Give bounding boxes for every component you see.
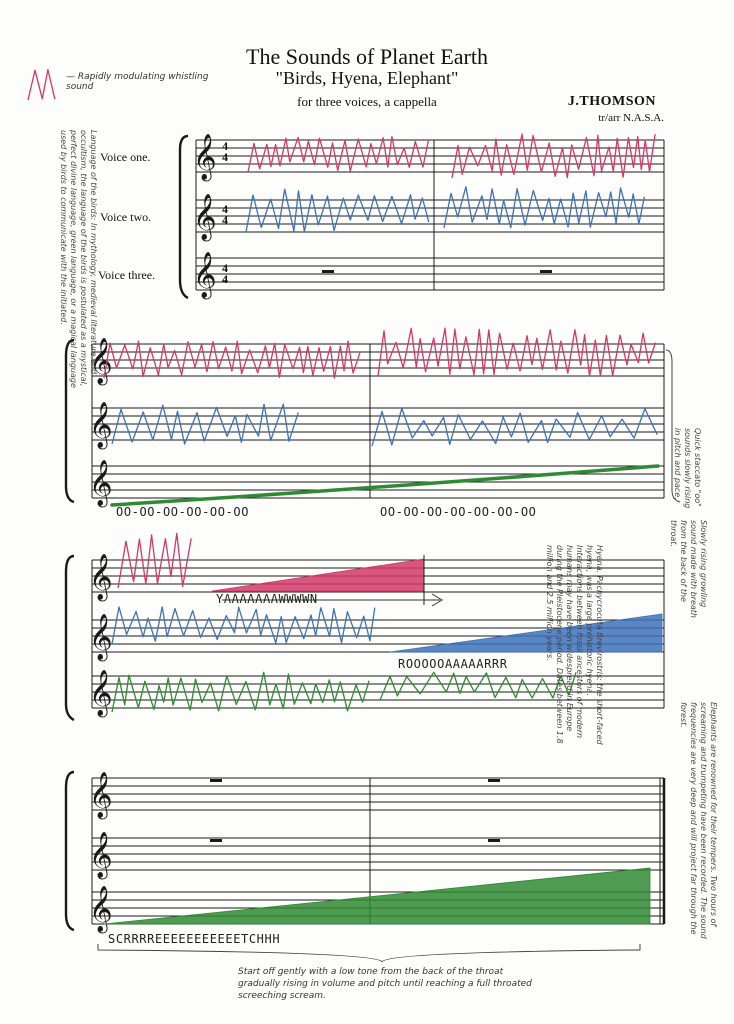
legend-note: — Rapidly modulating whistling sound [66, 72, 209, 92]
system2-voice-two-call-b [371, 407, 658, 447]
system3-voice-one-whistle [117, 532, 192, 589]
system3-voice-one-staff-treble-clef: 𝄞 [89, 554, 113, 602]
system1-voice-two-staff-treble-clef: 𝄞 [193, 194, 217, 242]
system4-scream-bracket [97, 944, 641, 963]
system3-voice-three-rumble-b [379, 671, 577, 701]
system3-brace [64, 554, 75, 722]
system2-voice-three-staff-treble-clef: 𝄞 [89, 460, 113, 508]
system4-voice-one-staff-treble-clef: 𝄞 [89, 772, 113, 820]
system2-voice-three-rising-hum [110, 464, 660, 507]
system2-voice-one-whistle-b [377, 327, 657, 377]
system1-voice-three-staff-treble-clef: 𝄞 [193, 252, 217, 300]
system4-voice-three-scream-wedge [103, 867, 651, 925]
system2-voice-one-staff-treble-clef: 𝄞 [89, 338, 113, 386]
margin-note-scream: Start off gently with a low tone from th… [238, 967, 532, 1001]
system2-brace [64, 338, 75, 504]
lyric-elephant-hum-1: OO-OO-OO-OO-OO-OO [116, 505, 250, 519]
voice-three-label: Voice three. [98, 268, 156, 282]
composer: J.THOMSON [567, 94, 656, 109]
system4-voice-two-rest-a [210, 839, 222, 842]
score-subtitle: "Birds, Hyena, Elephant" [275, 68, 459, 88]
system4-voice-three-staff-treble-clef: 𝄞 [89, 886, 113, 934]
margin-note-elephant-hum: Quick staccato "oo" sounds slowly rising… [673, 428, 702, 509]
system4-voice-one-rest-a [210, 779, 222, 782]
lyric-elephant-scream: SCRRRREEEEEEEEEEETCHHH [108, 932, 281, 946]
system4-brace [64, 770, 75, 932]
system3-voice-two-call [111, 606, 376, 645]
system1-voice-three-rest-b [540, 270, 552, 273]
system1-brace [178, 134, 189, 300]
lyric-elephant-hum-2: OO-OO-OO-OO-OO-OO-OO [380, 505, 537, 519]
margin-note-hyena: Hyena. Pachycrocuta Brevirostris: the sh… [545, 545, 604, 745]
system1-voice-one-whistle-b [451, 133, 656, 179]
system4-voice-two-staff-treble-clef: 𝄞 [89, 832, 113, 880]
legend-bird-scribble [27, 68, 56, 101]
system1-voice-one-whistle-a [247, 135, 430, 173]
system4-voice-one-rest-b [488, 779, 500, 782]
voice-two-label: Voice two. [100, 210, 152, 224]
margin-note-elephant: Elephants are renowned for their tempers… [679, 702, 718, 939]
lyric-hyena-roar: ROOOOOAAAAARRR [398, 657, 508, 671]
margin-note-yawn: Slowly rising growling sound made with b… [669, 520, 708, 618]
system2-voice-two-staff-treble-clef: 𝄞 [89, 402, 113, 450]
system3-voice-three-staff-treble-clef: 𝄞 [89, 670, 113, 718]
system3-yawn-arrow [222, 593, 443, 607]
system3-voice-two-roar-wedge [389, 613, 663, 653]
voice-one-label: Voice one. [100, 150, 151, 164]
system3-voice-one-yawn-wedge [211, 558, 425, 592]
arranger: tr/arr N.A.S.A. [598, 112, 664, 124]
system3-voice-two-staff-treble-clef: 𝄞 [89, 614, 113, 662]
system1-voice-one-staff-treble-clef: 𝄞 [193, 134, 217, 182]
system1-voice-three-rest-a [322, 270, 334, 273]
system2-voice-one-whistle-a [103, 340, 361, 379]
system2-note-bracket [665, 349, 681, 503]
system4-voice-two-rest-b [488, 839, 500, 842]
instrumentation: for three voices, a cappella [297, 94, 437, 109]
system3-voice-three-rumble-a [111, 671, 370, 713]
margin-note-birds: Language of the birds: In mythology, med… [59, 130, 98, 388]
system1-voice-two-call-a [245, 188, 430, 233]
system2-voice-two-call-a [111, 403, 299, 445]
score-title: The Sounds of Planet Earth [246, 44, 488, 69]
system1-voice-two-call-b [443, 186, 646, 229]
lyric-hyena-yawn: YAAAAAAAWWWWN [216, 592, 318, 606]
